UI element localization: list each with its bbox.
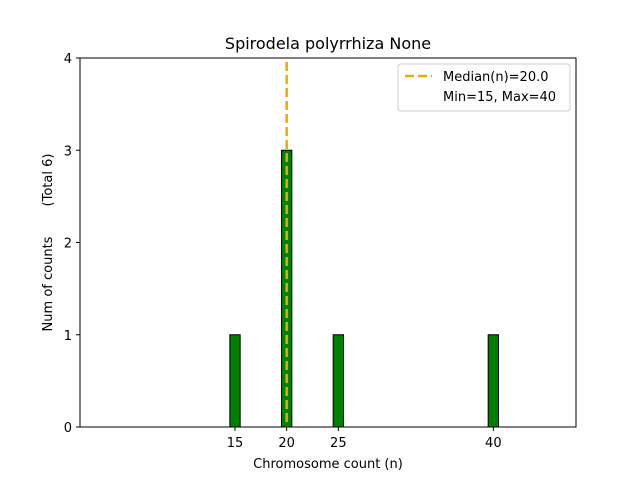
- y-tick-label-4: 4: [64, 52, 72, 67]
- y-axis-ticks: 0 1 2 3 4: [64, 52, 80, 436]
- legend: Median(n)=20.0 Min=15, Max=40: [397, 63, 571, 112]
- y-tick-label-0: 0: [64, 421, 72, 436]
- chart-title: Spirodela polyrrhiza None: [225, 34, 431, 53]
- y-axis-total-label: (Total 6): [41, 154, 56, 207]
- y-tick-label-2: 2: [64, 237, 72, 252]
- bar-25: [332, 334, 344, 428]
- x-axis-label: Chromosome count (n): [253, 457, 403, 472]
- legend-median-label: Median(n)=20.0: [443, 70, 549, 85]
- bars-group: [80, 149, 530, 428]
- bar-15: [229, 334, 241, 428]
- bar-40: [487, 334, 499, 428]
- plot-frame: [79, 57, 577, 428]
- y-tick-label-1: 1: [64, 329, 72, 344]
- x-tick-label-20: 20: [278, 436, 295, 451]
- x-tick-label-40: 40: [485, 436, 502, 451]
- x-tick-label-15: 15: [227, 436, 244, 451]
- y-tick-label-3: 3: [64, 144, 72, 159]
- y-axis-label: Num of counts: [41, 236, 56, 331]
- legend-minmax-label: Min=15, Max=40: [443, 90, 556, 105]
- x-tick-label-25: 25: [330, 436, 347, 451]
- x-axis-ticks: 15 20 25 40: [227, 427, 502, 451]
- legend-box: [397, 63, 571, 112]
